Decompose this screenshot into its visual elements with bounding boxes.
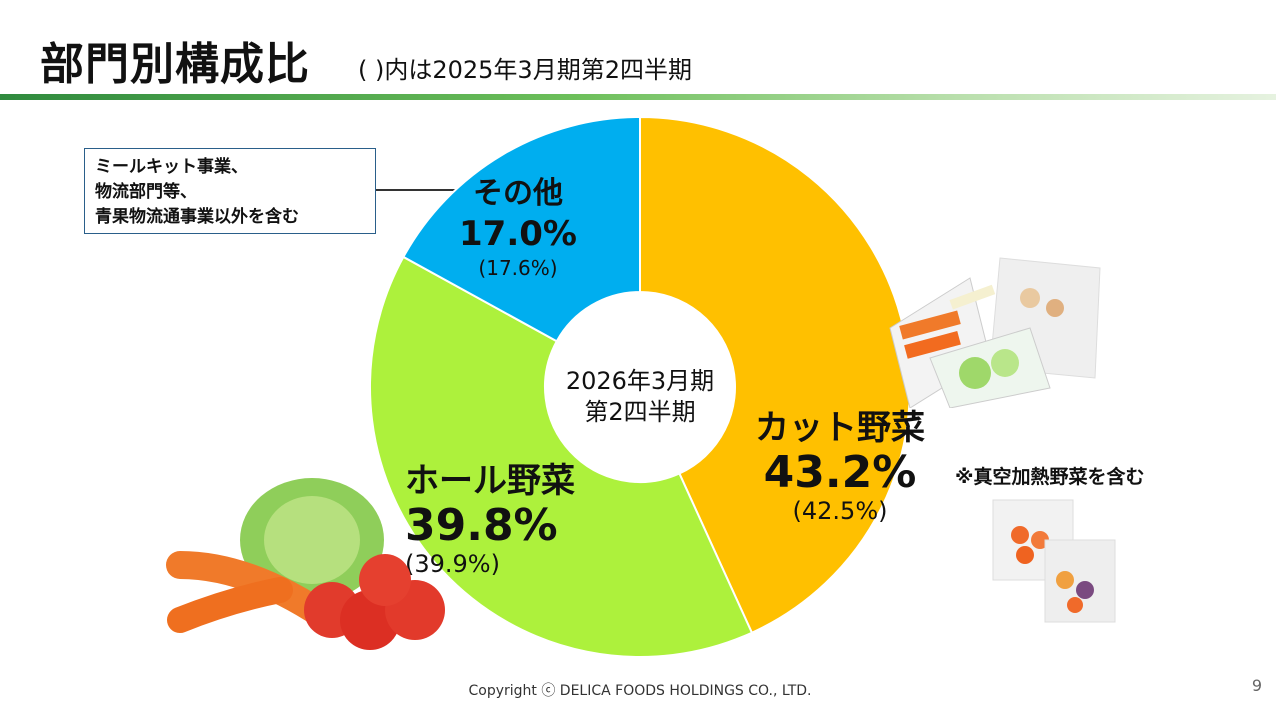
whole-vegetables-prev: (39.9%) — [405, 550, 500, 578]
whole-vegetables-image — [166, 478, 445, 650]
chart-center-label: 2026年3月期 第2四半期 — [540, 366, 740, 428]
cut-vegetables-value: 43.2% — [763, 447, 917, 498]
center-period-line2: 第2四半期 — [584, 398, 696, 426]
page-title: 部門別構成比 — [40, 39, 310, 90]
note-line-3: 青果物流通事業以外を含む — [95, 207, 299, 227]
other-label: その他 17.0% (17.6%) — [458, 168, 578, 280]
cut-vegetables-pack-image — [889, 257, 1101, 408]
other-prev: (17.6%) — [478, 256, 558, 280]
other-value: 17.0% — [459, 214, 577, 254]
slice-whole-vegetables — [369, 255, 754, 658]
slice-cut-vegetables — [639, 115, 911, 635]
cut-vegetables-name: カット野菜 — [755, 408, 925, 448]
copyright-text: Copyright ⓒ DELICA FOODS HOLDINGS CO., L… — [468, 683, 812, 699]
note-leader-line — [376, 189, 474, 191]
other-name: その他 — [473, 176, 563, 211]
whole-vegetables-label: ホール野菜 39.8% (39.9%) — [405, 453, 575, 578]
page-number: 9 — [1251, 676, 1262, 695]
cut-vegetables-prev: (42.5%) — [792, 497, 888, 525]
note-line-2: 物流部門等、 — [95, 182, 197, 202]
page-subtitle: ( )内は2025年3月期第2四半期 — [358, 56, 692, 84]
cut-vegetables-label: カット野菜 43.2% (42.5%) — [755, 400, 925, 525]
slice-other — [402, 115, 641, 343]
other-segment-note: ミールキット事業、 物流部門等、 青果物流通事業以外を含む — [84, 148, 376, 234]
whole-vegetables-name: ホール野菜 — [405, 461, 575, 501]
vacuum-vegetables-pack-image — [992, 499, 1116, 623]
note-line-1: ミールキット事業、 — [95, 157, 248, 177]
header-divider — [0, 94, 1276, 100]
vacuum-heated-footnote: ※真空加熱野菜を含む — [955, 466, 1145, 488]
whole-vegetables-value: 39.8% — [405, 500, 558, 551]
center-period-line1: 2026年3月期 — [565, 367, 715, 395]
